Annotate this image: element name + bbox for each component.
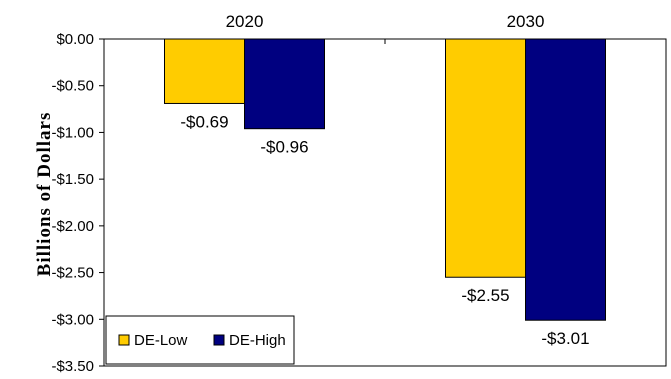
- data-label: -$0.96: [260, 138, 308, 157]
- category-labels: 2020 2030: [226, 12, 545, 31]
- data-labels: -$0.69 -$0.96 -$2.55 -$3.01: [180, 112, 589, 348]
- category-label: 2030: [507, 12, 545, 31]
- bar-de-low-2020: [164, 38, 245, 104]
- y-tick-label: -$3.50: [51, 358, 94, 375]
- legend-swatch: [118, 334, 130, 346]
- axes: [103, 38, 667, 367]
- data-label: -$2.55: [461, 286, 509, 305]
- y-axis-title-group: Billions of Dollars: [34, 112, 55, 277]
- y-tick-label: -$3.00: [51, 311, 94, 328]
- data-label: -$3.01: [541, 329, 589, 348]
- bars: [164, 38, 606, 321]
- bar-de-high-2020: [244, 38, 325, 130]
- y-tick-label: -$2.50: [51, 265, 94, 282]
- y-tick-label: -$1.50: [51, 171, 94, 188]
- legend-label: DE-Low: [134, 332, 188, 349]
- y-axis-title: Billions of Dollars: [34, 112, 55, 277]
- y-tick-label: $0.00: [56, 31, 94, 48]
- legend-swatch: [213, 334, 225, 346]
- y-tick-label: -$1.00: [51, 124, 94, 141]
- legend-box: [105, 315, 295, 365]
- category-label: 2020: [226, 12, 264, 31]
- y-tick-label: -$0.50: [51, 78, 94, 95]
- data-label: -$0.69: [180, 112, 228, 131]
- y-ticks: $0.00 -$0.50 -$1.00 -$1.50 -$2.00 -$2.50 -$3.0…: [51, 31, 104, 375]
- legend: DE-Low DE-High: [105, 315, 295, 365]
- legend-label: DE-High: [229, 332, 286, 349]
- y-tick-label: -$2.00: [51, 218, 94, 235]
- bar-de-high-2030: [525, 38, 606, 321]
- bar-de-low-2030: [445, 38, 526, 278]
